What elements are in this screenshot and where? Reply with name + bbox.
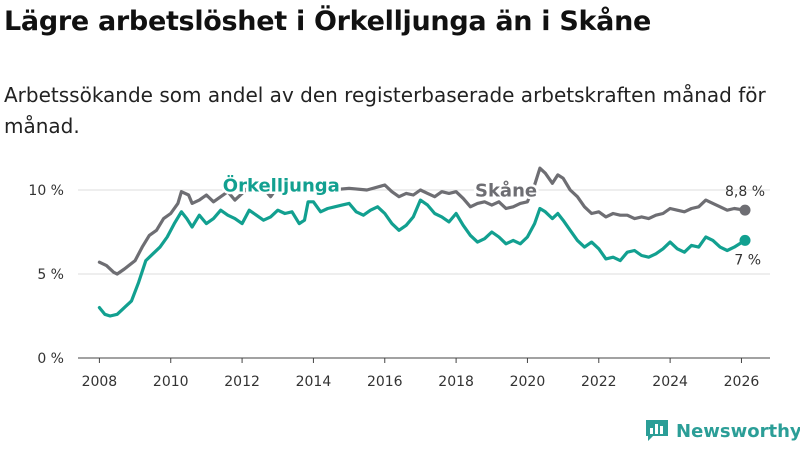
page-title: Lägre arbetslöshet i Örkelljunga än i Sk… xyxy=(4,6,652,37)
bar-chart-icon xyxy=(646,420,668,441)
series-lines xyxy=(97,166,751,318)
x-tick-label: 2016 xyxy=(367,374,403,390)
y-tick-label: 0 % xyxy=(37,351,64,367)
grid-lines xyxy=(78,189,770,359)
series-line-orkelljunga xyxy=(97,198,747,318)
page-subtitle: Arbetssökande som andel av den registerb… xyxy=(4,83,766,138)
x-tick-label: 2022 xyxy=(581,374,617,390)
y-tick-label: 5 % xyxy=(37,267,64,283)
x-tick-label: 2018 xyxy=(438,374,474,390)
x-tick-label: 2014 xyxy=(296,374,332,390)
series-line-skane xyxy=(97,166,747,276)
axis-labels: 0 % 5 % 10 % 2008 2010 2012 2014 2016 2018 2020 20… xyxy=(28,183,759,390)
end-value-label-skane: 8,8 % xyxy=(725,184,765,200)
series-name-label-orkelljunga: Örkelljunga xyxy=(223,175,340,197)
series-name-label-skane: Skåne xyxy=(475,180,537,202)
x-tick-label: 2010 xyxy=(153,374,189,390)
x-tick-label: 2020 xyxy=(510,374,546,390)
x-tick-label: 2012 xyxy=(224,374,260,390)
x-tick-label: 2008 xyxy=(82,374,118,390)
newsworthy-logo[interactable]: Newsworthy xyxy=(644,418,800,444)
brand-name: Newsworthy xyxy=(676,420,800,442)
series-endpoint-skane xyxy=(739,204,751,216)
series-endpoint-orkelljunga xyxy=(739,234,751,246)
series-labels: 8,8 % Skåne 7 % Örkelljunga xyxy=(220,172,765,268)
x-tick-label: 2024 xyxy=(652,374,688,390)
end-value-label-orkelljunga: 7 % xyxy=(734,252,761,268)
y-tick-label: 10 % xyxy=(28,183,64,199)
x-tick-label: 2026 xyxy=(724,374,760,390)
